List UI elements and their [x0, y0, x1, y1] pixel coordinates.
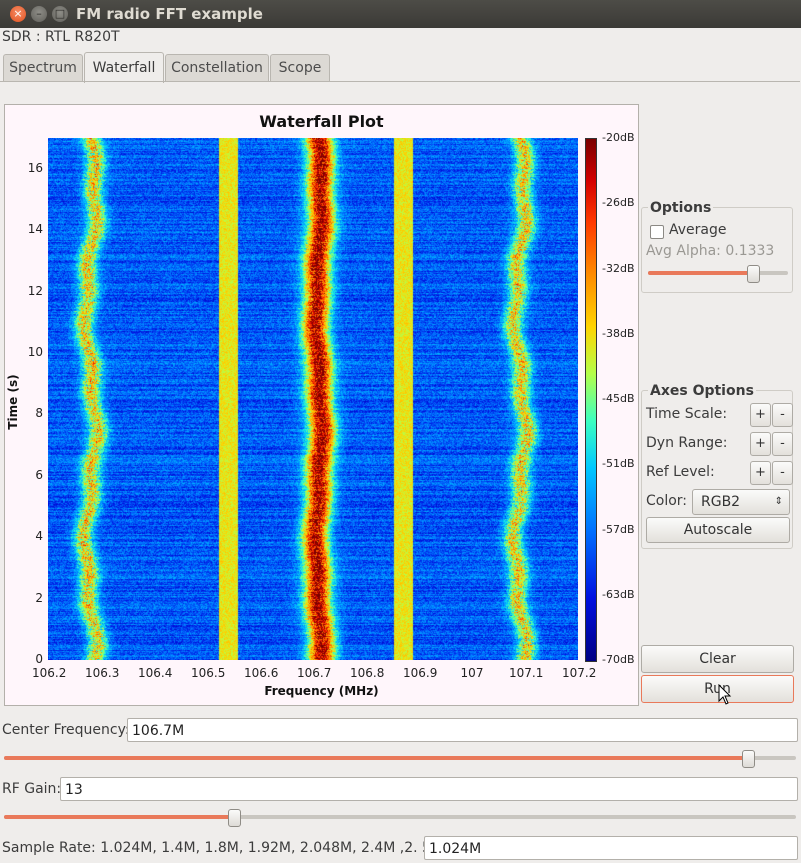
- mouse-pointer-icon: [718, 684, 732, 705]
- avg-alpha-slider-fill: [648, 271, 753, 275]
- sample-rate-label: Sample Rate: 1.024M, 1.4M, 1.8M, 1.92M, …: [2, 840, 457, 856]
- colorbar-tick-label: -38dB: [602, 326, 635, 340]
- rf-gain-slider-handle[interactable]: [227, 809, 241, 827]
- window-titlebar: × – □ FM radio FFT example: [0, 0, 801, 28]
- y-tick-label: 12: [27, 283, 43, 298]
- avg-alpha-slider-handle[interactable]: [747, 265, 760, 283]
- y-axis-label: Time (s): [6, 374, 20, 430]
- tab-scope[interactable]: Scope: [270, 54, 330, 82]
- options-group: Options Average Avg Alpha: 0.1333: [641, 200, 793, 293]
- x-tick-label: 106.7: [297, 666, 332, 680]
- average-label: Average: [669, 222, 727, 238]
- rf-gain-input[interactable]: 13: [60, 777, 798, 801]
- x-tick-label: 106.3: [85, 666, 120, 680]
- colorbar-tick-label: -32dB: [602, 261, 635, 275]
- ref-level-label: Ref Level:: [646, 464, 715, 480]
- y-tick-label: 8: [35, 406, 43, 421]
- axes-options-group: Axes Options Time Scale: + - Dyn Range: …: [641, 383, 793, 549]
- time-scale-label: Time Scale:: [646, 406, 728, 422]
- colorbar-tick-label: -57dB: [602, 522, 635, 536]
- color-select-value: RGB2: [701, 494, 741, 510]
- x-tick-label: 107.1: [509, 666, 544, 680]
- colorbar-tick-label: -51dB: [602, 457, 635, 471]
- waterfall-tab-panel: [0, 81, 800, 710]
- center-frequency-slider-handle[interactable]: [742, 750, 756, 768]
- dyn-range-label: Dyn Range:: [646, 435, 728, 451]
- center-frequency-label: Center Frequency:: [2, 722, 130, 738]
- colorbar-tick-label: -20dB: [602, 131, 635, 144]
- y-tick-label: 10: [27, 344, 43, 359]
- ref-level-plus-button[interactable]: +: [750, 461, 771, 485]
- tab-constellation[interactable]: Constellation: [165, 54, 269, 82]
- axes-options-title: Axes Options: [648, 383, 756, 399]
- x-tick-label: 107: [460, 666, 484, 680]
- center-frequency-input[interactable]: 106.7M: [127, 718, 798, 742]
- colorbar-tick-label: -63dB: [602, 587, 635, 601]
- tab-spectrum[interactable]: Spectrum: [3, 54, 83, 82]
- time-scale-minus-button[interactable]: -: [772, 403, 793, 427]
- color-label: Color:: [646, 493, 688, 509]
- x-tick-label: 106.5: [191, 666, 226, 680]
- waterfall-plot: Waterfall Plot Time (s) Frequency (MHz) …: [4, 104, 639, 706]
- ref-level-minus-button[interactable]: -: [772, 461, 793, 485]
- colorbar-tick-label: -26dB: [602, 196, 635, 210]
- colorbar-tick-label: -45dB: [602, 392, 635, 405]
- updown-arrows-icon: ⇕: [774, 496, 783, 507]
- dyn-range-minus-button[interactable]: -: [772, 432, 793, 456]
- x-tick-label: 106.8: [350, 666, 385, 680]
- x-tick-label: 106.2: [32, 666, 67, 680]
- center-frequency-slider-fill: [4, 756, 749, 760]
- y-tick-label: 6: [35, 467, 43, 482]
- time-scale-plus-button[interactable]: +: [750, 403, 771, 427]
- clear-button[interactable]: Clear: [641, 645, 794, 673]
- rf-gain-slider-track[interactable]: [4, 815, 796, 819]
- close-window-button[interactable]: ×: [10, 6, 26, 22]
- run-button[interactable]: Run: [641, 675, 794, 703]
- side-panel: Options Average Avg Alpha: 0.1333 Axes O…: [638, 104, 796, 705]
- x-tick-label: 106.4: [138, 666, 173, 680]
- y-tick-label: 0: [35, 652, 43, 666]
- y-tick-label: 2: [35, 590, 43, 605]
- waterfall-heatmap[interactable]: [48, 138, 578, 660]
- y-tick-label: 4: [35, 529, 43, 544]
- x-tick-label: 106.6: [244, 666, 279, 680]
- options-title: Options: [648, 200, 714, 216]
- color-select[interactable]: RGB2 ⇕: [692, 489, 790, 515]
- colorbar-tick-label: -70dB: [602, 653, 635, 666]
- autoscale-button[interactable]: Autoscale: [646, 517, 790, 543]
- sdr-label: SDR : RTL R820T: [2, 29, 120, 45]
- x-tick-label: 107.2: [562, 666, 597, 680]
- x-axis-label: Frequency (MHz): [264, 684, 379, 698]
- minimize-window-button[interactable]: –: [31, 6, 47, 22]
- y-tick-label: 14: [27, 222, 43, 237]
- dyn-range-plus-button[interactable]: +: [750, 432, 771, 456]
- avg-alpha-label: Avg Alpha: 0.1333: [646, 243, 775, 259]
- maximize-window-button[interactable]: □: [52, 6, 68, 22]
- y-tick-label: 16: [27, 160, 43, 175]
- window-title: FM radio FFT example: [76, 5, 263, 23]
- average-checkbox[interactable]: [650, 225, 664, 239]
- x-tick-label: 106.9: [403, 666, 438, 680]
- tab-waterfall[interactable]: Waterfall: [84, 52, 164, 83]
- rf-gain-label: RF Gain:: [2, 781, 62, 797]
- rf-gain-slider-fill: [4, 815, 234, 819]
- sample-rate-input[interactable]: 1.024M: [424, 836, 798, 860]
- colorbar: [585, 138, 597, 662]
- plot-title: Waterfall Plot: [259, 112, 384, 131]
